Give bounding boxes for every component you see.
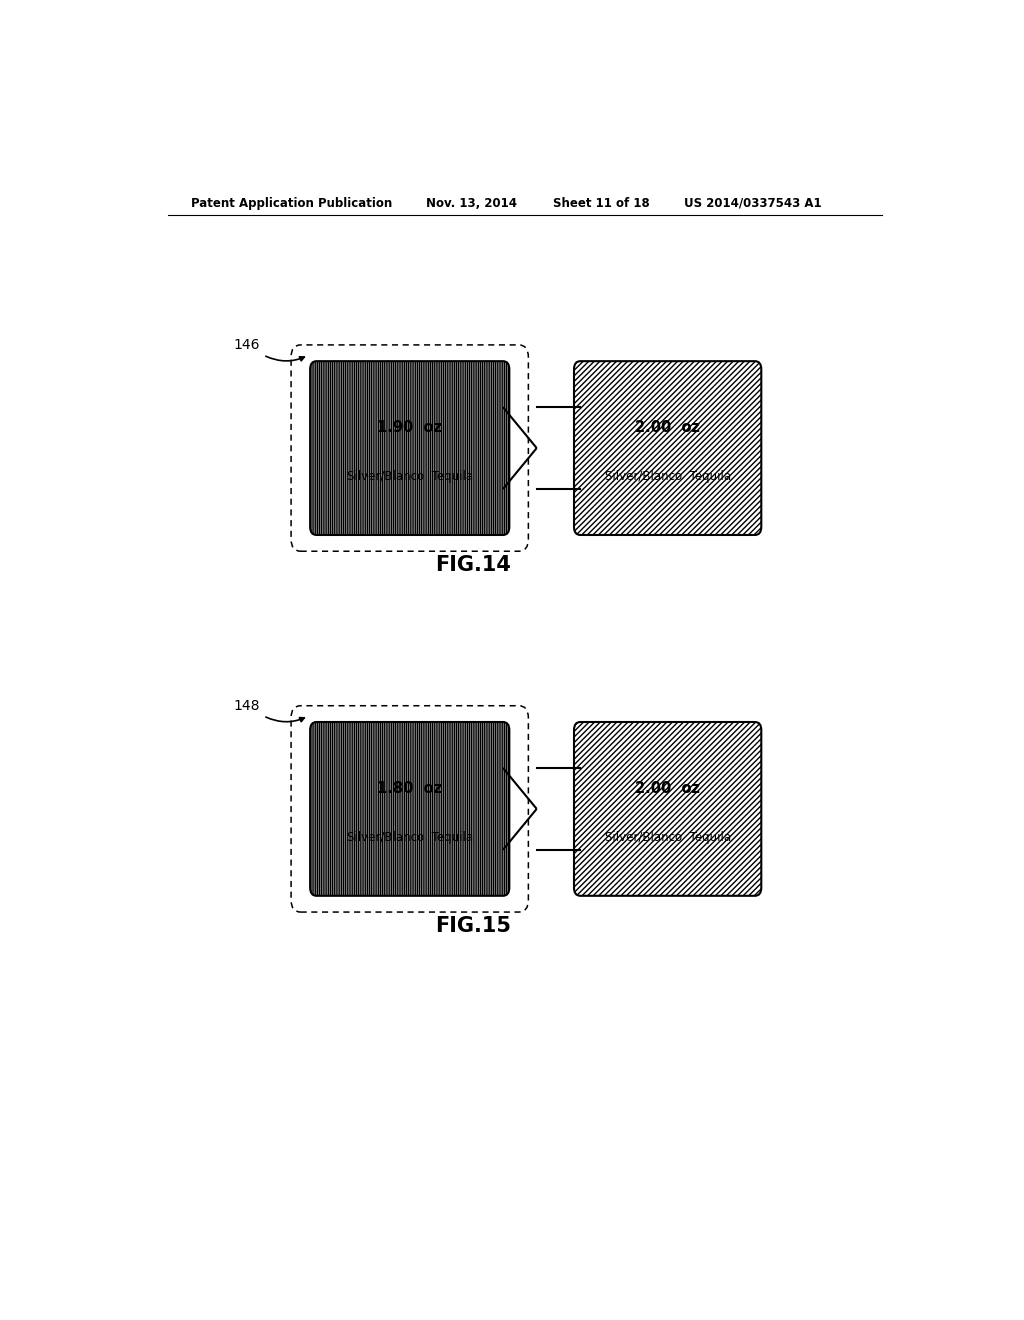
Text: 2.00  oz: 2.00 oz: [635, 420, 700, 436]
Text: 1.80  oz: 1.80 oz: [377, 781, 442, 796]
Text: FIG.15: FIG.15: [435, 916, 511, 936]
Text: Nov. 13, 2014: Nov. 13, 2014: [426, 197, 516, 210]
FancyBboxPatch shape: [291, 706, 528, 912]
Text: Silver/Blanco  Tequila: Silver/Blanco Tequila: [347, 470, 473, 483]
FancyBboxPatch shape: [574, 362, 761, 535]
Text: 148: 148: [233, 698, 260, 713]
Text: Sheet 11 of 18: Sheet 11 of 18: [553, 197, 649, 210]
Text: FIG.14: FIG.14: [435, 554, 511, 576]
Text: 146: 146: [233, 338, 260, 352]
Text: Silver/Blanco  Tequila: Silver/Blanco Tequila: [604, 470, 731, 483]
FancyBboxPatch shape: [574, 722, 761, 896]
Text: US 2014/0337543 A1: US 2014/0337543 A1: [684, 197, 821, 210]
Text: 1.90  oz: 1.90 oz: [377, 420, 442, 436]
FancyBboxPatch shape: [310, 722, 509, 896]
Text: Silver/Blanco  Tequila: Silver/Blanco Tequila: [604, 830, 731, 843]
Text: Patent Application Publication: Patent Application Publication: [191, 197, 393, 210]
FancyBboxPatch shape: [291, 345, 528, 552]
Text: Silver/Blanco  Tequila: Silver/Blanco Tequila: [347, 830, 473, 843]
Text: 2.00  oz: 2.00 oz: [635, 781, 700, 796]
FancyBboxPatch shape: [310, 362, 509, 535]
